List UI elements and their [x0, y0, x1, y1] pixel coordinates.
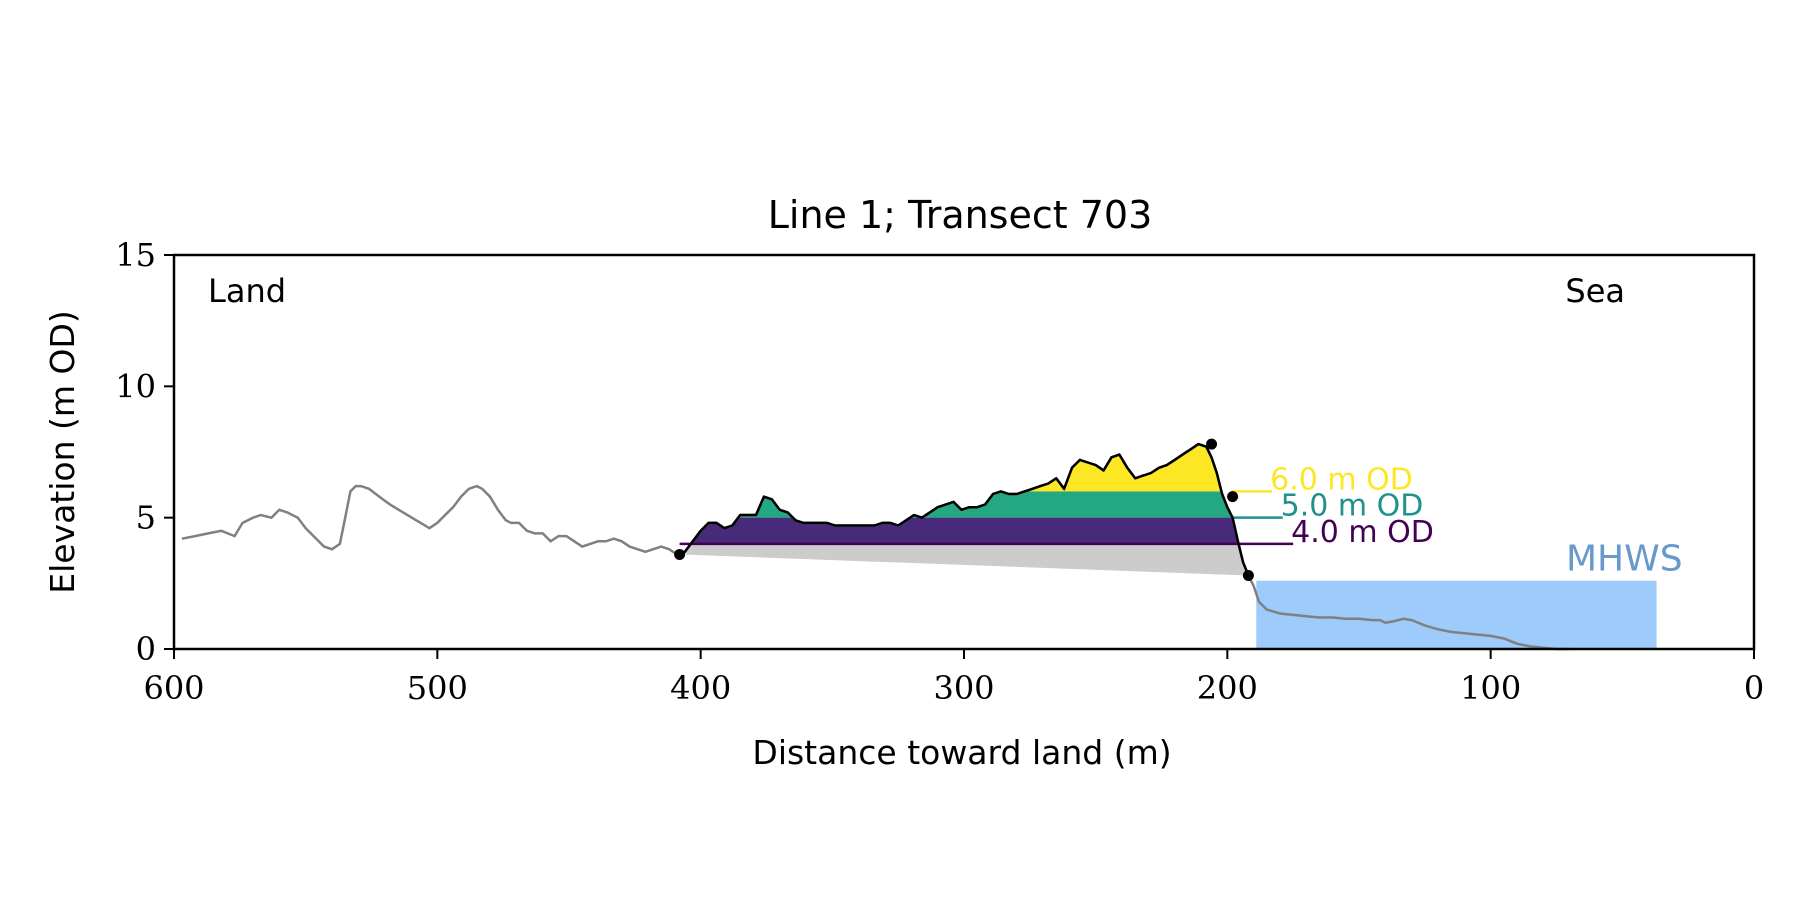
level-label-1: 5.0 m OD — [1281, 489, 1424, 524]
x-tick-label: 500 — [407, 669, 468, 707]
x-tick-label: 0 — [1744, 669, 1764, 707]
x-tick-label: 600 — [143, 669, 204, 707]
band-upper — [1024, 444, 1222, 492]
x-tick-label: 400 — [670, 669, 731, 707]
y-axis-label: Elevation (m OD) — [43, 310, 82, 594]
mhws-water — [1256, 580, 1657, 649]
y-tick-label: 15 — [115, 236, 156, 274]
point-start — [674, 548, 686, 560]
point-crest — [1206, 438, 1218, 450]
dune-outline — [679, 442, 1250, 576]
mhws-label: MHWS — [1566, 539, 1683, 580]
x-tick-label: 200 — [1197, 669, 1258, 707]
land-label: Land — [208, 272, 286, 310]
y-tick-label: 10 — [115, 367, 156, 405]
point-toe — [1242, 569, 1254, 581]
point-mid — [1227, 491, 1239, 503]
plot-area: MHWS 6.0 m OD5.0 m OD4.0 m OD — [181, 438, 1683, 651]
y-tick-label: 0 — [136, 630, 156, 668]
x-tick-label: 100 — [1460, 669, 1521, 707]
chart-title: Line 1; Transect 703 — [768, 193, 1153, 237]
sea-label: Sea — [1565, 272, 1625, 310]
level-label-2: 4.0 m OD — [1291, 515, 1434, 550]
y-tick-label: 5 — [136, 499, 156, 537]
axis-ticks: 600 500 400 300 200 100 0 0 5 10 15 — [115, 236, 1764, 707]
level-label-0: 6.0 m OD — [1270, 462, 1413, 497]
x-tick-label: 300 — [933, 669, 994, 707]
x-axis-label: Distance toward land (m) — [752, 733, 1171, 772]
